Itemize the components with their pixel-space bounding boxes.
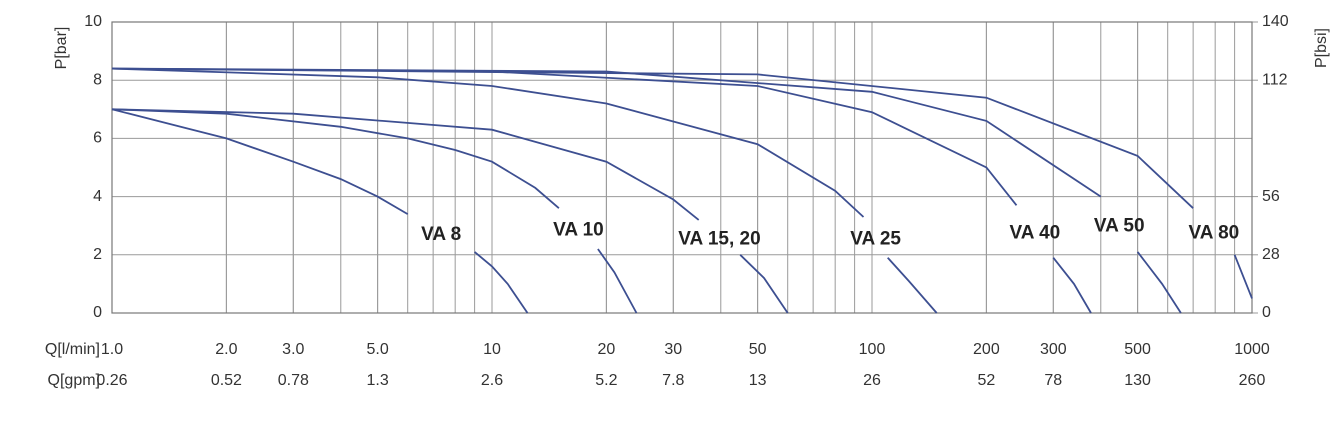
x-tick-label: 300 xyxy=(1040,341,1067,358)
x2-tick-label: 7.8 xyxy=(662,372,684,389)
x-tick-label: 1.0 xyxy=(101,341,123,358)
curve xyxy=(111,108,638,314)
x-tick-label: 10 xyxy=(483,341,501,358)
series-label: VA 8 xyxy=(421,224,461,245)
x2-tick-label: 5.2 xyxy=(595,372,617,389)
y-tick-label: 2 xyxy=(93,246,102,263)
x-tick-label: 200 xyxy=(973,341,1000,358)
y-tick-label: 0 xyxy=(93,304,102,321)
y2-axis-label: P[bsi] xyxy=(1313,28,1330,68)
x-tick-label: 20 xyxy=(597,341,615,358)
plot-frame xyxy=(111,21,1253,314)
x-axis-label: Q[l/min] xyxy=(45,341,100,358)
x2-tick-label: 130 xyxy=(1124,372,1151,389)
x-tick-label: 3.0 xyxy=(282,341,304,358)
y2-tick-label: 112 xyxy=(1262,71,1288,88)
y-tick-label: 10 xyxy=(84,13,102,30)
series-label: VA 50 xyxy=(1094,215,1145,236)
x2-tick-label: 0.78 xyxy=(278,372,309,389)
x-tick-label: 5.0 xyxy=(366,341,388,358)
series-label: VA 10 xyxy=(553,220,604,241)
y2-tick-label: 28 xyxy=(1262,246,1280,263)
x2-tick-label: 52 xyxy=(977,372,995,389)
y2-tick-label: 56 xyxy=(1262,188,1280,205)
series-label: VA 40 xyxy=(1010,223,1061,244)
curve xyxy=(111,108,789,314)
curve xyxy=(111,108,529,314)
x2-tick-label: 1.3 xyxy=(366,372,388,389)
x-tick-label: 2.0 xyxy=(215,341,237,358)
x-tick-label: 500 xyxy=(1124,341,1151,358)
y-tick-label: 4 xyxy=(93,188,102,205)
x2-tick-label: 0.26 xyxy=(96,372,127,389)
series-label: VA 25 xyxy=(850,228,901,249)
y2-tick-label: 0 xyxy=(1262,304,1271,321)
curve xyxy=(111,67,938,314)
x2-tick-label: 26 xyxy=(863,372,881,389)
x-tick-label: 30 xyxy=(664,341,682,358)
y2-tick-label: 140 xyxy=(1262,13,1289,30)
x2-tick-label: 2.6 xyxy=(481,372,503,389)
series-label: VA 80 xyxy=(1189,223,1240,244)
x-tick-label: 50 xyxy=(749,341,767,358)
x2-axis-label: Q[gpm] xyxy=(48,372,100,389)
curve xyxy=(111,67,1182,314)
x-tick-label: 100 xyxy=(859,341,886,358)
series-label: VA 15, 20 xyxy=(678,228,760,249)
y-axis-label: P[bar] xyxy=(53,27,70,70)
x-tick-label: 1000 xyxy=(1234,341,1270,358)
x2-tick-label: 13 xyxy=(749,372,767,389)
x2-tick-label: 78 xyxy=(1044,372,1062,389)
curve xyxy=(111,67,1092,314)
curve xyxy=(111,67,1253,299)
x2-tick-label: 260 xyxy=(1239,372,1266,389)
x2-tick-label: 0.52 xyxy=(211,372,242,389)
y-tick-label: 6 xyxy=(93,130,102,147)
y-tick-label: 8 xyxy=(93,71,102,88)
